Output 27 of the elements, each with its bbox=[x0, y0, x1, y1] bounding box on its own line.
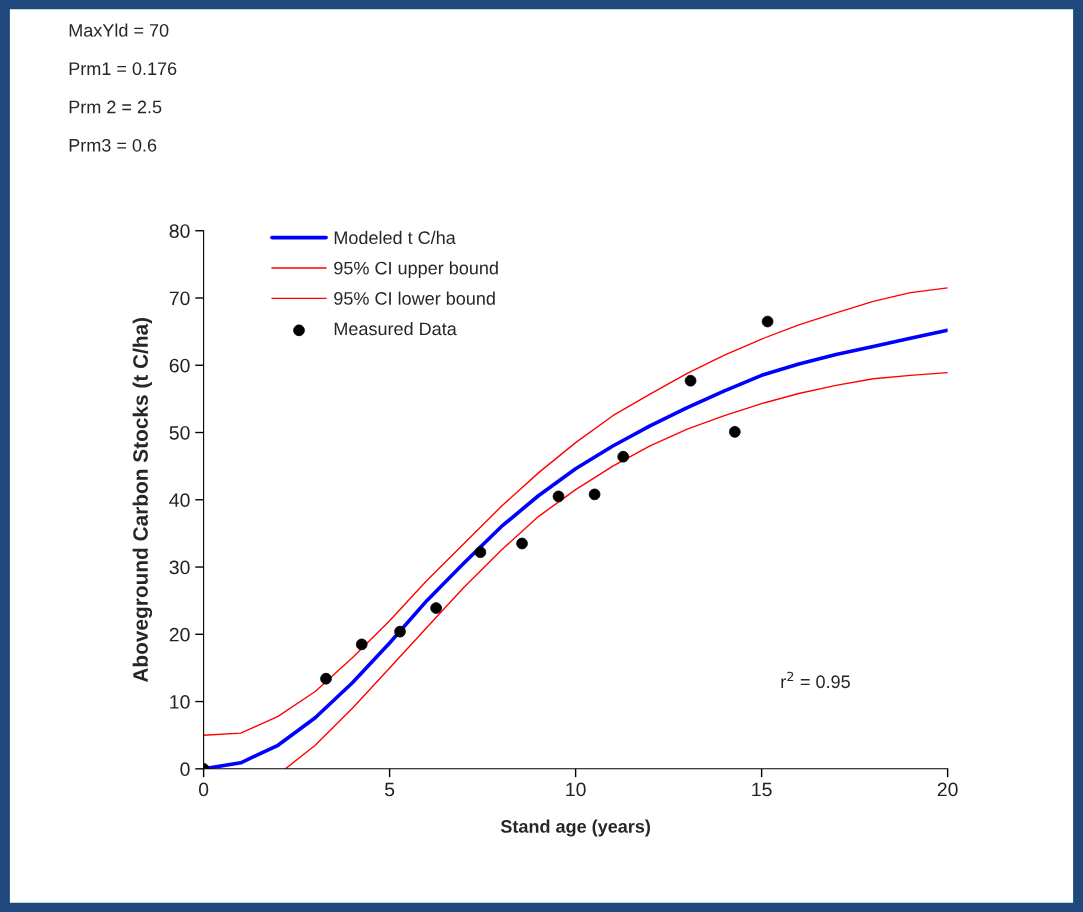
text: MaxYld = 70 bbox=[69, 23, 169, 37]
legend-label: Modeled t C/ha bbox=[334, 230, 456, 245]
x-tick-label: 0 bbox=[198, 782, 209, 797]
y-tick-label: 50 bbox=[169, 425, 190, 440]
y-axis-title: Aboveground Carbon Stocks (t C/ha) bbox=[132, 317, 153, 683]
y-tick-label: 70 bbox=[169, 291, 190, 306]
x-tick-label: 10 bbox=[566, 782, 586, 797]
y-tick-label: 40 bbox=[169, 493, 190, 508]
y-tick-label: 20 bbox=[169, 627, 190, 642]
y-tick-label: 10 bbox=[170, 695, 190, 709]
text: Prm3 = 0.6 bbox=[69, 138, 157, 152]
legend-label: 95% CI upper bound bbox=[334, 261, 498, 279]
y-tick-label: 60 bbox=[169, 358, 190, 373]
x-axis-title: Stand age (years) bbox=[500, 819, 650, 837]
x-tick-label: 15 bbox=[752, 782, 772, 797]
line-series bbox=[284, 371, 948, 769]
text: Prm1 = 0.176 bbox=[69, 62, 177, 76]
legend-label: 95% CI lower bound bbox=[334, 291, 495, 305]
annotation: r$^{2}$ = 0.95 bbox=[781, 671, 850, 689]
y-tick-label: 80 bbox=[169, 224, 190, 238]
line-series bbox=[203, 287, 948, 736]
y-tick-label: 0 bbox=[180, 762, 190, 777]
y-tick-label: 30 bbox=[169, 560, 190, 575]
x-tick-label: 20 bbox=[937, 782, 958, 797]
text: Prm 2 = 2.5 bbox=[69, 100, 162, 114]
legend-label: Measured Data bbox=[334, 321, 457, 336]
x-tick-label: 5 bbox=[384, 782, 395, 797]
